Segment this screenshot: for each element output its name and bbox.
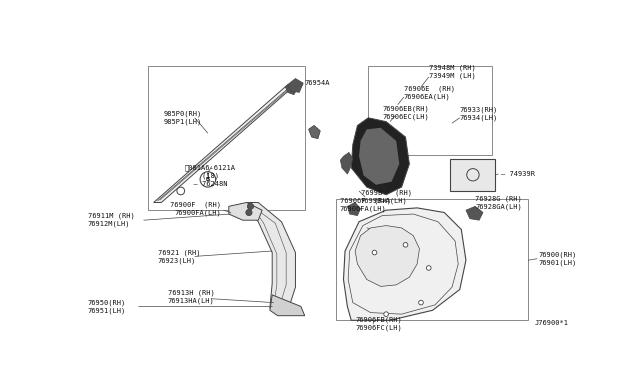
Text: 76906E  (RH)
76906EA(LH): 76906E (RH) 76906EA(LH) [404, 85, 455, 100]
Text: 985P0(RH)
985P1(LH): 985P0(RH) 985P1(LH) [164, 110, 202, 125]
Polygon shape [154, 85, 296, 202]
Polygon shape [308, 125, 320, 139]
Text: 76950(RH)
76951(LH): 76950(RH) 76951(LH) [88, 299, 126, 314]
Text: B: B [206, 177, 210, 182]
Polygon shape [288, 78, 303, 92]
Circle shape [246, 209, 252, 216]
Text: 76906EB(RH)
76906EC(LH): 76906EB(RH) 76906EC(LH) [382, 105, 429, 120]
Text: 76900(RH)
76901(LH): 76900(RH) 76901(LH) [539, 251, 577, 266]
Polygon shape [229, 202, 262, 220]
Bar [451, 158, 495, 191]
Polygon shape [348, 202, 360, 216]
Text: 76933(RH)
76934(LH): 76933(RH) 76934(LH) [460, 107, 498, 121]
Polygon shape [270, 295, 305, 316]
Text: 76900F  (RH)
76900FA(LH): 76900F (RH) 76900FA(LH) [170, 201, 221, 216]
Text: 73948M (RH)
73949M (LH): 73948M (RH) 73949M (LH) [429, 64, 476, 79]
Text: Ⓑ081A6-6121A
    (18)
  — 76248N: Ⓑ081A6-6121A (18) — 76248N [184, 164, 236, 187]
Polygon shape [359, 128, 399, 185]
Text: 76954A: 76954A [305, 80, 330, 86]
Circle shape [384, 312, 388, 317]
Polygon shape [344, 208, 466, 320]
Text: 76911M (RH)
76912M(LH): 76911M (RH) 76912M(LH) [88, 213, 134, 227]
Text: 76906F  (RH)
76906FA(LH): 76906F (RH) 76906FA(LH) [340, 198, 390, 212]
Circle shape [426, 266, 431, 270]
Polygon shape [285, 83, 297, 95]
Circle shape [403, 243, 408, 247]
Bar [368, 66, 492, 155]
Circle shape [248, 203, 253, 209]
Text: 76913H (RH)
76913HA(LH): 76913H (RH) 76913HA(LH) [168, 290, 214, 304]
Circle shape [372, 250, 377, 255]
Circle shape [419, 300, 423, 305]
Polygon shape [466, 206, 483, 220]
Polygon shape [351, 118, 410, 195]
Text: 76921 (RH)
76923(LH): 76921 (RH) 76923(LH) [157, 249, 200, 264]
Text: 76928G (RH)
76928GA(LH): 76928G (RH) 76928GA(LH) [476, 195, 522, 210]
Text: J76900*1: J76900*1 [534, 320, 568, 326]
Polygon shape [246, 202, 296, 312]
Text: — 74939R: — 74939R [501, 171, 535, 177]
Polygon shape [355, 225, 419, 286]
Polygon shape [340, 153, 353, 174]
Text: 7699B   (RH)
7699B+A(LH): 7699B (RH) 7699B+A(LH) [360, 190, 412, 204]
Bar [336, 199, 528, 320]
Text: 76906FB(RH)
76906FC(LH): 76906FB(RH) 76906FC(LH) [355, 317, 402, 331]
Bar [148, 66, 305, 210]
